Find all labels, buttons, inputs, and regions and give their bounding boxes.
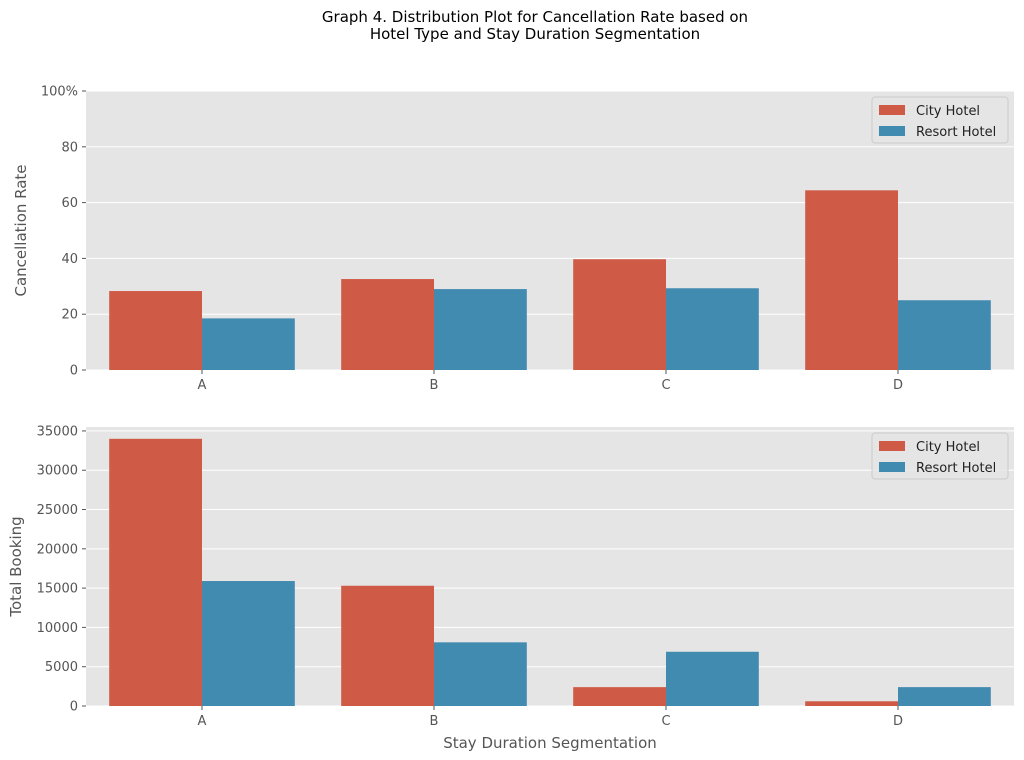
booking-legend: City Hotel Resort Hotel xyxy=(871,432,1009,480)
rate-bar-city-c xyxy=(573,259,666,370)
rate-bar-resort-a xyxy=(202,318,295,370)
rate-legend-label-resort: Resort Hotel xyxy=(916,125,996,140)
rate-x-tick-label: A xyxy=(198,378,207,393)
booking-bar-resort-a xyxy=(202,581,295,706)
booking-y-tick-label: 35000 xyxy=(37,424,78,439)
rate-y-tick-label: 80 xyxy=(61,140,78,155)
booking-x-tick-label: B xyxy=(430,714,439,729)
booking-y-tick-label: 20000 xyxy=(37,542,78,557)
booking-x-axis-label: Stay Duration Segmentation xyxy=(443,734,657,752)
booking-y-tick-label: 25000 xyxy=(37,503,78,518)
rate-bar-city-b xyxy=(341,279,434,370)
rate-x-tick-label: C xyxy=(661,378,670,393)
figure-title-line-1: Graph 4. Distribution Plot for Cancellat… xyxy=(322,8,748,26)
rate-y-tick-label: 60 xyxy=(61,196,78,211)
booking-legend-swatch-city xyxy=(879,441,905,451)
rate-bar-city-a xyxy=(109,291,202,370)
booking-bar-resort-b xyxy=(434,642,527,706)
booking-legend-frame xyxy=(871,432,1009,480)
booking-legend-label-city: City Hotel xyxy=(916,440,980,455)
booking-bar-city-a xyxy=(109,438,202,706)
booking-bar-city-d xyxy=(805,701,898,706)
booking-x-tick-label: C xyxy=(661,714,670,729)
rate-y-tick-label: 100% xyxy=(41,85,78,100)
rate-legend-label-city: City Hotel xyxy=(916,104,980,119)
booking-y-tick-label: 0 xyxy=(70,700,78,715)
cancellation-rate-chart: 0 20 40 60 80 100% A B C D Cancellation Rate City H… xyxy=(12,85,1014,393)
booking-y-axis-label: Total Booking xyxy=(7,516,25,617)
rate-x-tick-label: B xyxy=(430,378,439,393)
booking-bar-resort-c xyxy=(666,651,759,706)
booking-bar-resort-d xyxy=(898,687,991,706)
booking-bar-city-b xyxy=(341,585,434,706)
rate-bar-resort-c xyxy=(666,288,759,370)
rate-legend-swatch-city xyxy=(879,105,905,115)
booking-legend-swatch-resort xyxy=(879,462,905,472)
total-booking-chart: 0 5000 10000 15000 20000 25000 30000 35000 A B C D T… xyxy=(7,424,1014,752)
rate-y-axis-label: Cancellation Rate xyxy=(12,164,30,296)
figure-title-line-2: Hotel Type and Stay Duration Segmentatio… xyxy=(370,25,700,43)
rate-y-tick-label: 20 xyxy=(61,308,78,323)
booking-y-tick-label: 30000 xyxy=(37,464,78,479)
booking-x-tick-label: D xyxy=(893,714,903,729)
rate-y-tick-label: 40 xyxy=(61,252,78,267)
rate-legend-swatch-resort xyxy=(879,126,905,136)
booking-y-tick-label: 10000 xyxy=(37,621,78,636)
rate-bar-resort-d xyxy=(898,300,991,370)
rate-bar-city-d xyxy=(805,190,898,370)
rate-bar-resort-b xyxy=(434,289,527,370)
rate-x-tick-label: D xyxy=(893,378,903,393)
booking-y-tick-label: 5000 xyxy=(45,660,78,675)
booking-legend-label-resort: Resort Hotel xyxy=(916,461,996,476)
booking-x-tick-label: A xyxy=(198,714,207,729)
booking-y-tick-label: 15000 xyxy=(37,582,78,597)
rate-legend: City Hotel Resort Hotel xyxy=(871,96,1009,144)
rate-legend-frame xyxy=(871,96,1009,144)
rate-y-tick-label: 0 xyxy=(70,364,78,379)
booking-bar-city-c xyxy=(573,687,666,706)
